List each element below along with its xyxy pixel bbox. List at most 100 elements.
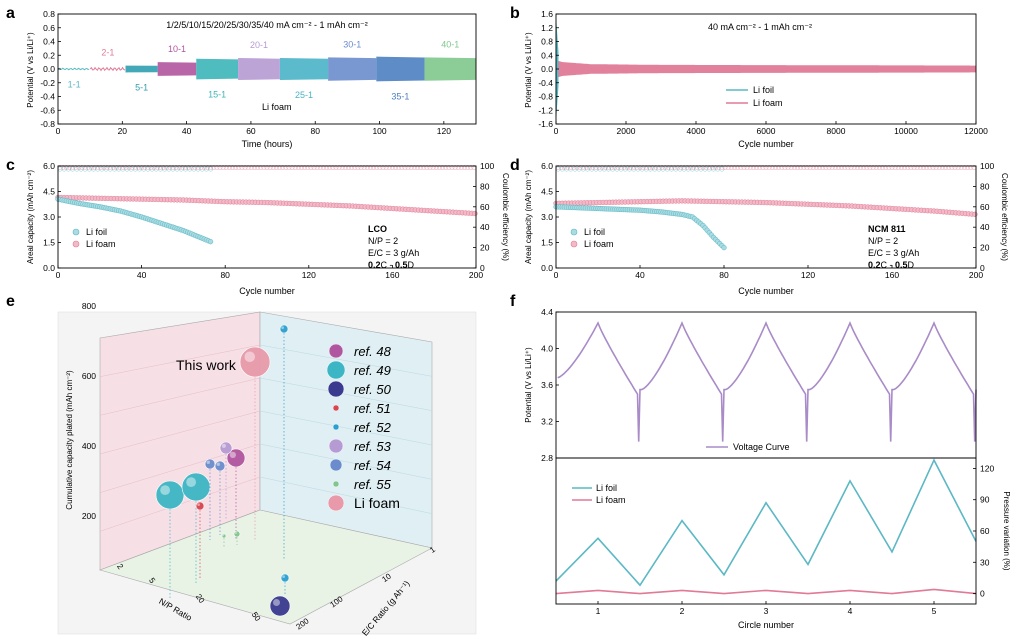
- note-li-foam: Li foam: [262, 102, 292, 112]
- ce-li-foam-point: [886, 165, 892, 170]
- ce-li-foam-point: [217, 165, 223, 170]
- ce-li-foil-point: [719, 166, 725, 172]
- y-tick-label: 20: [480, 243, 490, 253]
- ce-li-foam-point: [845, 165, 851, 170]
- x-tick-label: 6000: [757, 126, 776, 136]
- legend-label: Li foam: [354, 495, 400, 511]
- ce-li-foam-point: [946, 165, 952, 170]
- y-axis-label: Potential (V vs Li/Li⁺): [26, 32, 35, 108]
- ce-li-foam-point: [958, 165, 964, 170]
- ce-li-foam-point: [308, 165, 314, 170]
- x-tick-label: 10000: [894, 126, 918, 136]
- ce-li-foam-point: [204, 165, 210, 170]
- plot-frame-bottom: [555, 457, 977, 605]
- legend-li-foam: Li foam: [596, 495, 626, 505]
- legend-label: ref. 51: [354, 401, 391, 416]
- x-tick-label: 3: [764, 606, 769, 616]
- z-tick-label: 400: [82, 441, 96, 451]
- ce-li-foam-point: [823, 165, 829, 170]
- stage-label: 15-1: [208, 89, 226, 99]
- ce-li-foam-point: [411, 165, 417, 170]
- ce-li-foam-point: [750, 165, 756, 170]
- ce-li-foam-point: [374, 165, 380, 170]
- ce-li-foam-point: [924, 165, 930, 170]
- x-tick-label: 8000: [827, 126, 846, 136]
- ce-li-foam-point: [577, 165, 583, 170]
- ce-li-foam-point: [70, 165, 76, 170]
- legend-swatch-li-foam: [570, 240, 578, 248]
- ce-li-foam-point: [60, 165, 66, 170]
- ce-li-foam-point: [226, 165, 232, 170]
- ce-li-foam-point: [336, 165, 342, 170]
- rate-part: C: [381, 260, 388, 270]
- ce-li-foam-point: [333, 165, 339, 170]
- ce-li-foam-point: [873, 165, 879, 170]
- bubble-highlight: [273, 599, 280, 606]
- ce-li-foam-point: [962, 165, 967, 170]
- y2-axis-label: Coulombic efficiency (%): [1000, 173, 1009, 261]
- ce-li-foam-point: [117, 165, 123, 170]
- ce-li-foam-point: [157, 165, 163, 170]
- rate-part: D: [408, 260, 415, 270]
- ce-li-foam-point: [443, 165, 449, 170]
- ce-li-foil-point: [208, 166, 214, 172]
- panel-a: 1-1 2-1 5-1 10-1 15-1 20-1 25-1 30-1 35-1 40-1 0 20…: [26, 9, 477, 149]
- ce-li-foam-point: [939, 165, 945, 170]
- ce-li-foam-point: [142, 165, 148, 170]
- y-tick-label: 100: [980, 161, 994, 171]
- y2-axis-label: Coulombic efficiency (%): [501, 173, 510, 261]
- ce-li-foam-point: [223, 165, 229, 170]
- y-tick-label: 0.0: [541, 263, 553, 273]
- ce-li-foam-point: [955, 165, 961, 170]
- ce-li-foam-point: [602, 165, 608, 170]
- x-axis-label: Time (hours): [242, 139, 293, 149]
- y-axis-label: Areal capacity (mAh cm⁻²): [26, 170, 35, 264]
- legend-bubble: [328, 343, 344, 359]
- ce-li-foam-point: [421, 165, 427, 170]
- cap-li-foam-point: [972, 211, 978, 218]
- ce-li-foam-point: [433, 165, 439, 170]
- grid-line: [99, 377, 261, 416]
- ce-li-foam-point: [706, 165, 712, 170]
- ce-li-foam-point: [876, 165, 882, 170]
- legend-li-foam: Li foam: [584, 239, 614, 249]
- y-tick-label: 0.2: [43, 50, 55, 60]
- ce-li-foam-point: [233, 165, 239, 170]
- ce-li-foam-point: [798, 165, 804, 170]
- ce-li-foam-point: [817, 165, 822, 170]
- y-tick-label: -1.6: [538, 119, 553, 129]
- ce-li-foam-point: [402, 165, 408, 170]
- ce-li-foam-point: [965, 165, 971, 170]
- legend-bubble: [326, 360, 346, 380]
- ce-li-foam-point: [148, 165, 154, 170]
- rate-part: C: [881, 260, 888, 270]
- cell-info-line: N/P = 2: [868, 236, 898, 246]
- y-tick-label: -0.6: [40, 105, 55, 115]
- ce-li-foam-point: [368, 165, 373, 170]
- ce-li-foam-point: [858, 165, 863, 170]
- x-tick-label: 0: [554, 270, 559, 280]
- ce-li-foam-point: [258, 165, 264, 170]
- y-tick-label: 60: [480, 202, 490, 212]
- ce-li-foam-point: [769, 165, 775, 170]
- ce-li-foam-point: [813, 165, 819, 170]
- ce-li-foam-point: [558, 165, 564, 170]
- y-tick-label: 0.4: [43, 37, 55, 47]
- ce-li-foam-point: [917, 165, 923, 170]
- bubble: [269, 595, 291, 617]
- ce-li-foam-point: [584, 165, 589, 170]
- ce-li-foam-point: [615, 165, 621, 170]
- ce-li-foam-point: [785, 165, 791, 170]
- x-tick-label: 160: [885, 270, 899, 280]
- y-tick-label: 3.0: [43, 212, 55, 222]
- panel-c: 0 40 80 120 160 200 0.0 1.5 3.0 4.5 6.0 0 20 40 60 80 10…: [26, 161, 510, 296]
- x-tick-label: 200: [469, 270, 483, 280]
- ce-li-foam-point: [725, 165, 731, 170]
- rate-part: 0.2: [868, 260, 881, 270]
- ce-li-foam-point: [571, 165, 577, 170]
- legend-label: ref. 50: [354, 382, 392, 397]
- ce-li-foam-point: [408, 165, 414, 170]
- bubble: [226, 448, 246, 468]
- bubble-highlight: [206, 460, 210, 464]
- bubble: [181, 472, 211, 502]
